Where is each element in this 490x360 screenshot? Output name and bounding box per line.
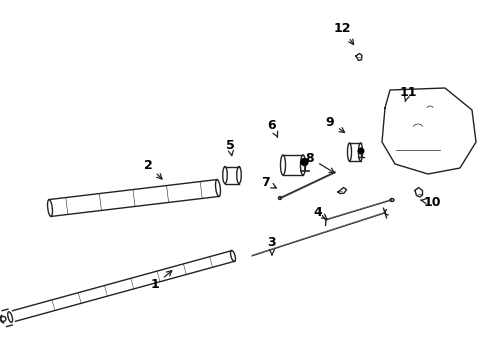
Ellipse shape	[48, 199, 52, 216]
Ellipse shape	[237, 166, 241, 184]
Circle shape	[1, 316, 6, 321]
Ellipse shape	[280, 155, 286, 175]
Ellipse shape	[300, 155, 305, 175]
Ellipse shape	[223, 166, 227, 184]
Ellipse shape	[359, 143, 363, 161]
Text: 11: 11	[399, 85, 417, 102]
Ellipse shape	[390, 198, 394, 202]
Ellipse shape	[347, 143, 351, 161]
Ellipse shape	[216, 180, 220, 197]
Circle shape	[358, 148, 364, 154]
Ellipse shape	[8, 312, 13, 323]
Ellipse shape	[230, 251, 236, 262]
Text: 6: 6	[268, 118, 278, 137]
Text: 1: 1	[150, 271, 172, 292]
Circle shape	[301, 158, 308, 166]
Text: 12: 12	[333, 22, 354, 45]
Circle shape	[278, 197, 281, 199]
Text: 3: 3	[268, 235, 276, 255]
Text: 5: 5	[225, 139, 234, 156]
Text: 7: 7	[261, 176, 276, 189]
Text: 2: 2	[144, 158, 162, 179]
Text: 9: 9	[326, 116, 344, 132]
Text: 8: 8	[306, 152, 335, 173]
Text: 4: 4	[314, 206, 327, 220]
Text: 10: 10	[420, 195, 441, 208]
